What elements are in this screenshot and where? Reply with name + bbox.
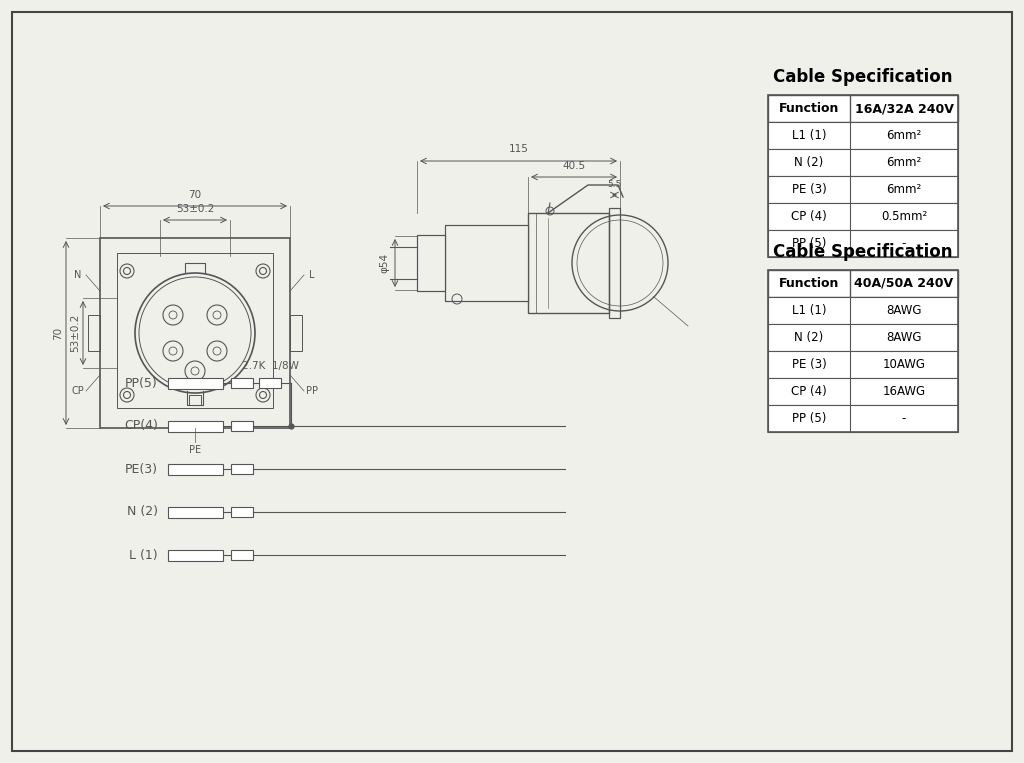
- Bar: [189, 395, 201, 405]
- Text: PE (3): PE (3): [792, 358, 826, 371]
- Bar: [609, 208, 620, 318]
- Bar: [231, 464, 253, 474]
- Text: L: L: [309, 270, 314, 280]
- Bar: [768, 149, 958, 176]
- Bar: [445, 225, 528, 301]
- Text: 40.5: 40.5: [562, 161, 586, 171]
- Text: PE: PE: [189, 445, 201, 455]
- Bar: [768, 405, 958, 432]
- Bar: [768, 95, 958, 257]
- Text: 6mm²: 6mm²: [887, 129, 922, 142]
- Bar: [768, 95, 958, 122]
- Text: 6mm²: 6mm²: [887, 156, 922, 169]
- Text: 6mm²: 6mm²: [887, 183, 922, 196]
- Text: -: -: [902, 237, 906, 250]
- Bar: [168, 420, 223, 432]
- Bar: [768, 230, 958, 257]
- Text: 10AWG: 10AWG: [883, 358, 926, 371]
- Bar: [290, 315, 302, 351]
- Text: 2.7K  1/8W: 2.7K 1/8W: [242, 361, 298, 371]
- Bar: [231, 550, 253, 560]
- Bar: [768, 270, 958, 432]
- Text: 8AWG: 8AWG: [886, 304, 922, 317]
- Bar: [231, 421, 253, 431]
- Text: L1 (1): L1 (1): [792, 129, 826, 142]
- Text: Cable Specification: Cable Specification: [773, 68, 952, 86]
- Bar: [768, 122, 958, 149]
- Text: 5.5: 5.5: [607, 180, 622, 189]
- Text: 0.5mm²: 0.5mm²: [881, 210, 927, 223]
- Text: 115: 115: [509, 144, 528, 154]
- Text: N (2): N (2): [127, 506, 158, 519]
- Bar: [528, 213, 609, 313]
- Text: PE (3): PE (3): [792, 183, 826, 196]
- Text: PP (5): PP (5): [792, 237, 826, 250]
- Bar: [768, 203, 958, 230]
- Bar: [88, 315, 100, 351]
- Text: Function: Function: [779, 102, 840, 115]
- Text: L (1): L (1): [129, 549, 158, 562]
- Text: 70: 70: [53, 327, 63, 340]
- Bar: [417, 235, 445, 291]
- Text: N (2): N (2): [795, 331, 823, 344]
- Text: 8AWG: 8AWG: [886, 331, 922, 344]
- Text: -: -: [902, 412, 906, 425]
- Text: L1 (1): L1 (1): [792, 304, 826, 317]
- Bar: [768, 297, 958, 324]
- Text: PP (5): PP (5): [792, 412, 826, 425]
- Text: N: N: [75, 270, 82, 280]
- Text: CP (4): CP (4): [792, 210, 826, 223]
- Text: Cable Specification: Cable Specification: [773, 243, 952, 261]
- Text: N (2): N (2): [795, 156, 823, 169]
- Bar: [259, 378, 281, 388]
- Bar: [231, 507, 253, 517]
- Bar: [417, 235, 445, 291]
- Text: φ54: φ54: [379, 253, 389, 273]
- Text: 70: 70: [188, 190, 202, 200]
- Bar: [168, 463, 223, 475]
- Text: 16A/32A 240V: 16A/32A 240V: [855, 102, 953, 115]
- Text: 40A/50A 240V: 40A/50A 240V: [854, 277, 953, 290]
- Text: CP (4): CP (4): [792, 385, 826, 398]
- Bar: [231, 378, 253, 388]
- Text: 53±0.2: 53±0.2: [70, 314, 80, 353]
- Text: Function: Function: [779, 277, 840, 290]
- Text: CP(4): CP(4): [124, 420, 158, 433]
- Bar: [168, 507, 223, 517]
- Text: PP: PP: [306, 386, 318, 396]
- Text: 16AWG: 16AWG: [883, 385, 926, 398]
- Bar: [168, 378, 223, 388]
- Bar: [768, 324, 958, 351]
- Bar: [768, 176, 958, 203]
- Bar: [100, 238, 290, 428]
- Text: 53±0.2: 53±0.2: [176, 204, 214, 214]
- Bar: [768, 351, 958, 378]
- Bar: [768, 378, 958, 405]
- Text: CP: CP: [72, 386, 84, 396]
- Bar: [445, 225, 528, 301]
- Text: PE(3): PE(3): [125, 462, 158, 475]
- Bar: [117, 253, 273, 408]
- Bar: [768, 270, 958, 297]
- Text: PP(5): PP(5): [125, 376, 158, 389]
- Bar: [168, 549, 223, 561]
